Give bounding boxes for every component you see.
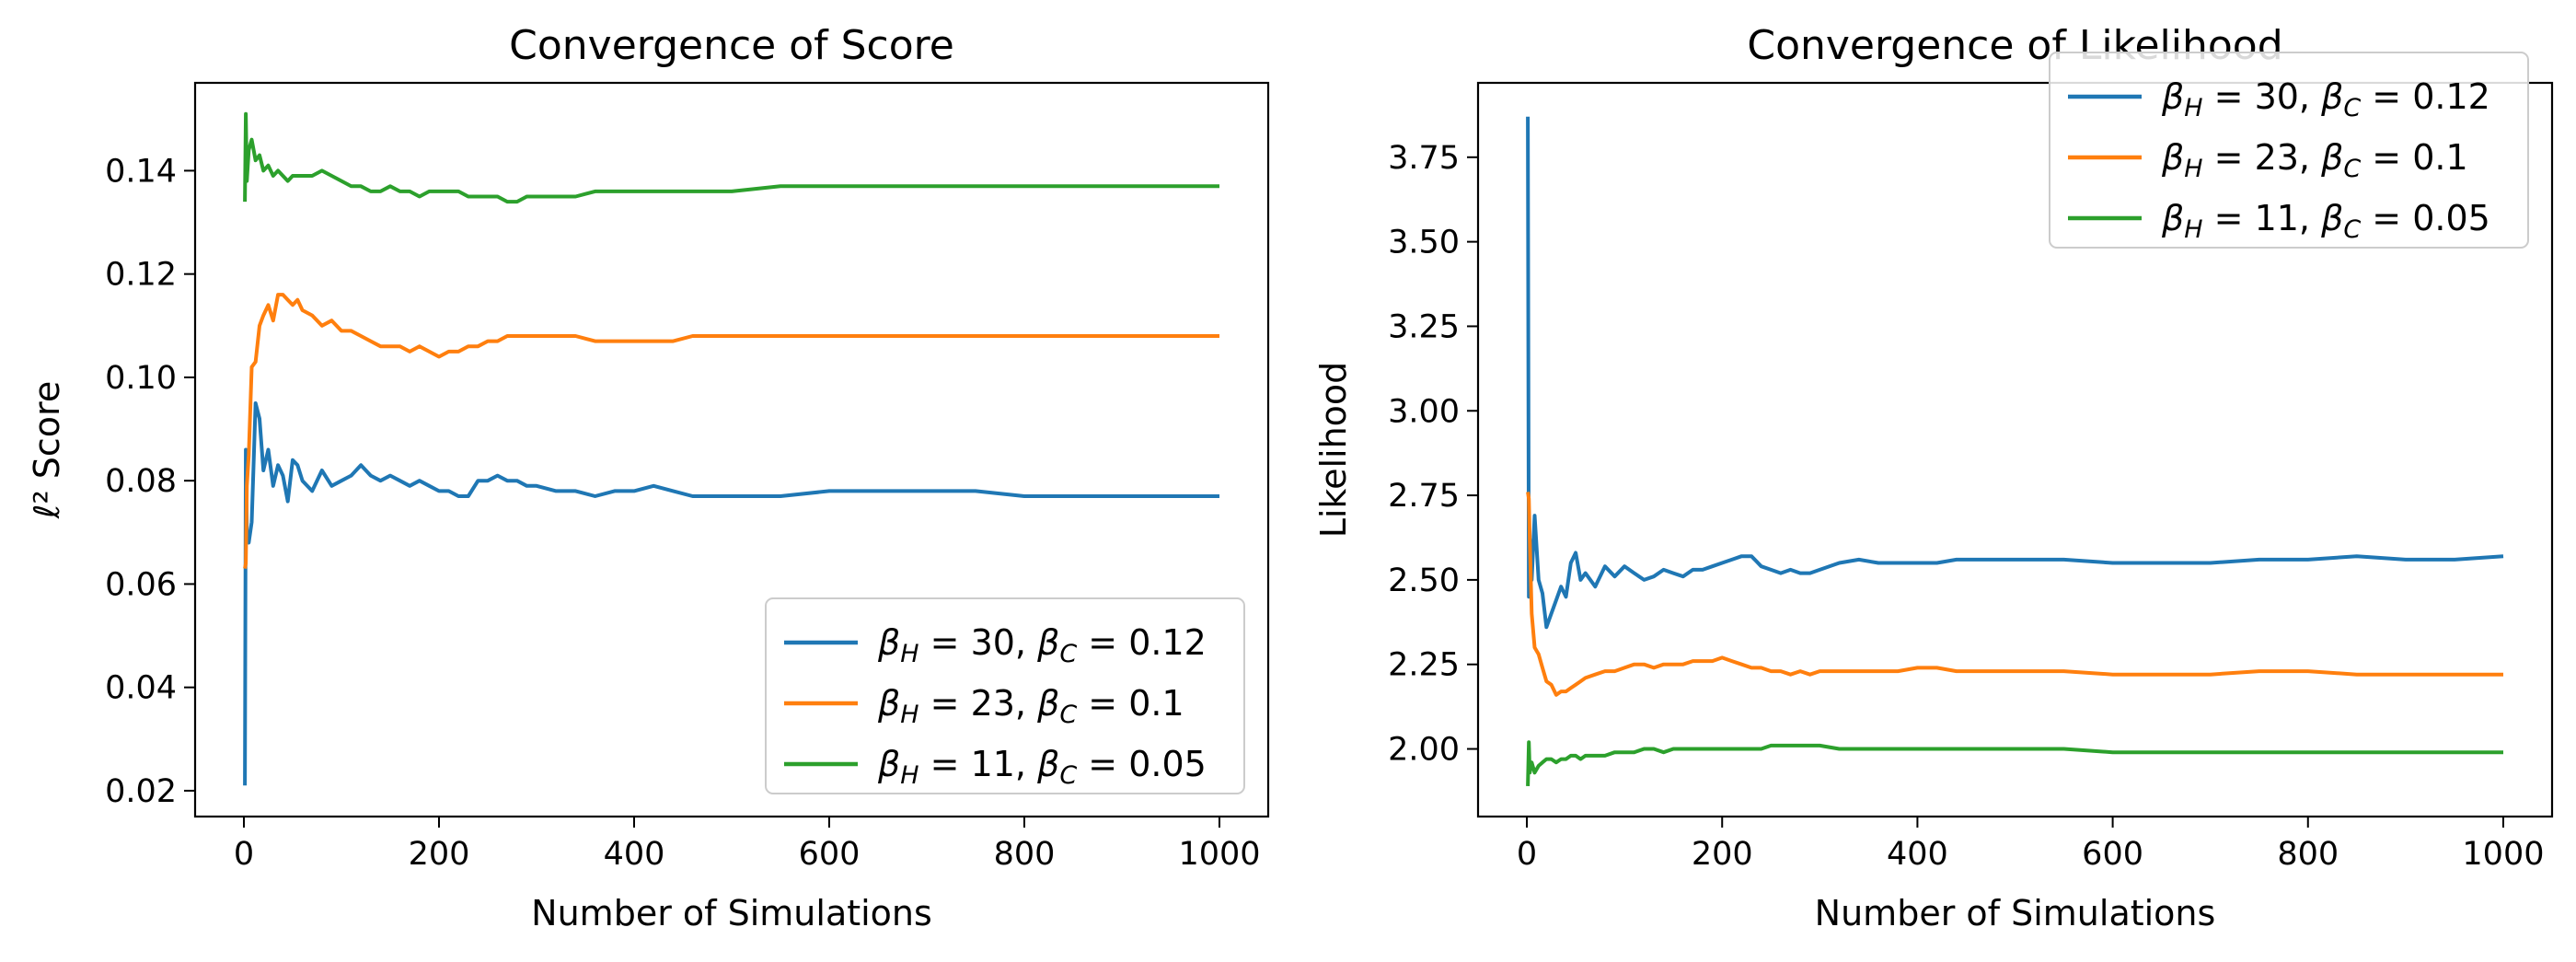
legend-label: βH = 11, βC = 0.05 [877,744,1207,790]
y-tick-label: 0.08 [105,463,177,500]
series-line-1 [1526,116,2504,630]
x-tick-label: 0 [234,836,254,873]
y-tick-label: 2.00 [1388,732,1460,769]
x-tick-label: 400 [1887,836,1948,873]
y-tick-label: 2.50 [1388,562,1460,599]
x-tick-label: 0 [1517,836,1537,873]
y-axis-label: ℓ² Score [27,381,67,519]
x-tick-label: 1000 [1178,836,1260,873]
y-tick-label: 3.25 [1388,308,1460,345]
legend-box [765,597,1245,794]
x-tick-label: 200 [409,836,470,873]
x-tick-label: 1000 [2462,836,2544,873]
series-line-2 [243,293,1219,569]
y-tick-label: 0.04 [105,670,177,707]
series-line-2 [1526,492,2503,697]
y-tick-label: 2.25 [1388,647,1460,684]
legend-box [2049,52,2529,249]
series-line-1 [243,401,1219,786]
x-tick-label: 800 [2277,836,2339,873]
y-axis-label: Likelihood [1313,362,1354,539]
plot-area-frame [193,81,1270,818]
y-tick-label: 0.10 [105,360,177,397]
legend-label: βH = 30, βC = 0.12 [2161,76,2490,122]
legend-label: βH = 23, βC = 0.1 [2161,137,2468,183]
series-line-3 [243,111,1219,204]
x-axis-label: Number of Simulations [1815,893,2216,933]
y-tick-label: 3.50 [1388,225,1460,261]
x-tick-label: 600 [2082,836,2143,873]
y-tick-label: 2.75 [1388,478,1460,515]
legend: βH = 30, βC = 0.12 βH = 23, βC = 0.1 βH = … [2049,52,2529,249]
y-tick-label: 0.06 [105,566,177,603]
chart-panel-1: Convergence of Score 0 200 400 600 800 1000 0.0… [27,22,1270,933]
y-tick-label: 0.14 [105,153,177,190]
x-tick-label: 800 [994,836,1056,873]
legend: βH = 30, βC = 0.12 βH = 23, βC = 0.1 βH = … [765,597,1245,794]
series-line-3 [1526,740,2503,786]
y-tick-label: 0.12 [105,257,177,294]
chart-title: Convergence of Score [509,22,954,69]
y-tick-label: 3.00 [1388,393,1460,430]
legend-label: βH = 11, βC = 0.05 [2161,198,2490,244]
plot-area-frame [1476,81,2554,818]
x-axis-label: Number of Simulations [531,893,932,933]
y-tick-label: 3.75 [1388,140,1460,177]
x-tick-label: 600 [799,836,861,873]
legend-label: βH = 23, βC = 0.1 [877,683,1184,729]
x-tick-label: 400 [604,836,665,873]
y-tick-label: 0.02 [105,773,177,810]
x-tick-label: 200 [1692,836,1753,873]
legend-label: βH = 30, βC = 0.12 [877,622,1207,668]
